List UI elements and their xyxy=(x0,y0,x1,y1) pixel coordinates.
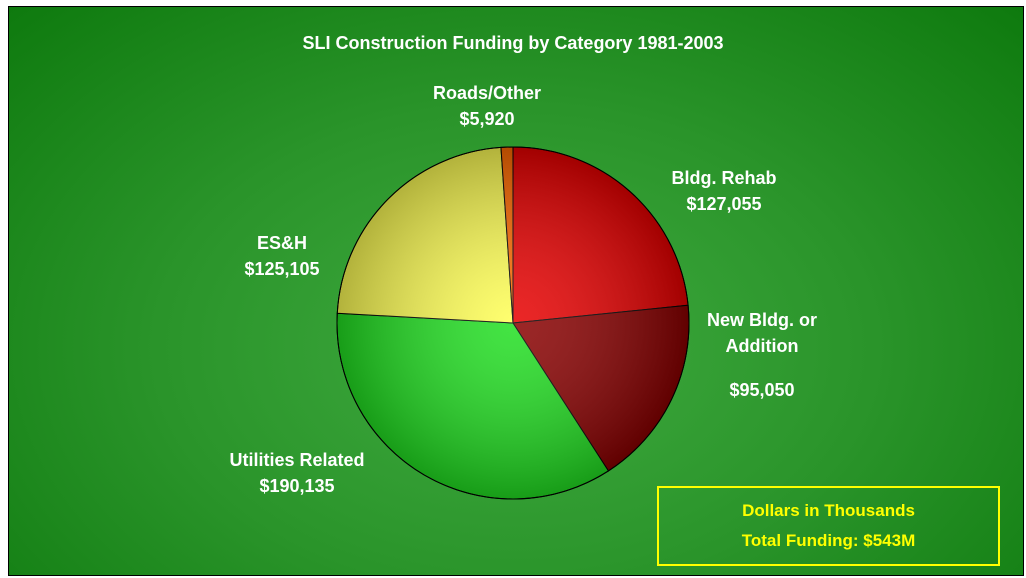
annotation: Dollars in Thousands xyxy=(742,501,915,520)
slice-name: ES&H xyxy=(256,233,308,253)
slice-label: ES&H $125,105 xyxy=(244,230,319,282)
slice-value: $95,050 xyxy=(729,380,795,400)
slice-name: Utilities Related xyxy=(229,450,365,470)
annotation-box: Dollars in Thousands Total Funding: $543… xyxy=(657,486,1000,566)
slice-value: $125,105 xyxy=(244,259,320,279)
annotation: Total Funding: $543M xyxy=(741,531,916,550)
slice-label: Bldg. Rehab $127,055 xyxy=(671,165,776,217)
slice-value: $190,135 xyxy=(259,476,335,496)
slice-name: New Bldg. or Addition xyxy=(706,310,817,356)
chart-title: SLI Construction Funding by Category 198… xyxy=(302,33,724,53)
slice-value: $127,055 xyxy=(686,194,762,214)
slice-name: Bldg. Rehab xyxy=(671,168,777,188)
slice-name: Roads/Other xyxy=(432,83,542,103)
slice-label: New Bldg. or Addition $95,050 xyxy=(697,307,827,403)
slice-label: Utilities Related $190,135 xyxy=(229,447,364,499)
pie-shading xyxy=(336,146,690,500)
slice-label: Roads/Other $5,920 xyxy=(433,80,541,132)
slice-value: $5,920 xyxy=(459,109,515,129)
